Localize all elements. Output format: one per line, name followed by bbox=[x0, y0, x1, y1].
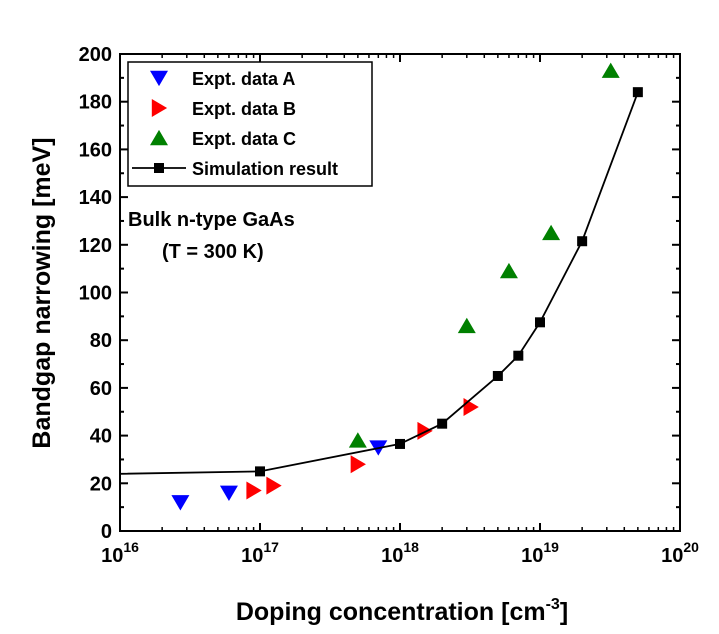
x-tick-label: 1016 bbox=[101, 539, 139, 567]
legend-marker bbox=[150, 129, 168, 146]
data-point bbox=[542, 224, 561, 241]
data-point bbox=[601, 62, 620, 78]
annotation-line-1: Bulk n-type GaAs bbox=[128, 209, 295, 231]
y-tick-label: 100 bbox=[79, 283, 112, 305]
x-axis-title: Doping concentration [cm-3] bbox=[236, 596, 568, 626]
y-tick-label: 200 bbox=[79, 44, 112, 66]
x-tick-exp: 18 bbox=[403, 539, 419, 555]
x-tick-label: 1018 bbox=[381, 539, 419, 567]
legend-item: Simulation result bbox=[132, 159, 338, 179]
y-tick-label: 60 bbox=[90, 378, 112, 400]
x-tick-exp: 20 bbox=[683, 539, 699, 555]
legend-marker bbox=[154, 163, 164, 173]
x-axis-title-end: ] bbox=[560, 598, 568, 626]
legend: Expt. data A Expt. data B Expt. data C Simu… bbox=[127, 61, 373, 187]
data-point bbox=[348, 432, 367, 448]
data-point bbox=[246, 481, 262, 500]
x-tick-base: 10 bbox=[101, 545, 123, 567]
x-tick-base: 10 bbox=[241, 545, 263, 567]
y-axis-title: Bandgap narrowing [meV] bbox=[28, 137, 56, 448]
legend-item: Expt. data C bbox=[150, 129, 296, 149]
data-point bbox=[417, 421, 433, 440]
legend-label: Simulation result bbox=[192, 159, 338, 179]
x-tick-label: 1020 bbox=[661, 539, 699, 567]
data-point bbox=[350, 455, 366, 474]
x-axis-title-main: Doping concentration [cm bbox=[236, 598, 546, 626]
data-point bbox=[463, 397, 479, 416]
series-1 bbox=[246, 397, 479, 500]
x-tick-base: 10 bbox=[521, 545, 543, 567]
x-tick-base: 10 bbox=[661, 545, 683, 567]
data-point bbox=[171, 495, 190, 511]
data-point bbox=[492, 370, 503, 381]
data-point bbox=[513, 350, 524, 361]
y-tick-label: 160 bbox=[79, 139, 112, 161]
legend-item: Expt. data A bbox=[150, 69, 295, 89]
annotation-line-2: (T = 300 K) bbox=[162, 241, 264, 263]
data-point bbox=[499, 262, 518, 279]
data-point bbox=[219, 485, 238, 501]
legend-marker bbox=[150, 70, 168, 87]
data-point bbox=[395, 438, 405, 449]
annotations: Bulk n-type GaAs (T = 300 K) bbox=[128, 209, 295, 263]
x-tick-exp: 16 bbox=[123, 539, 139, 555]
data-point bbox=[255, 466, 265, 477]
series-2 bbox=[348, 62, 620, 448]
y-tick-label: 0 bbox=[101, 521, 112, 543]
data-point bbox=[632, 87, 643, 98]
x-axis-title-sup: -3 bbox=[546, 596, 560, 613]
data-point bbox=[266, 476, 282, 495]
data-point bbox=[535, 317, 545, 328]
legend-marker bbox=[151, 99, 168, 117]
y-tick-label: 120 bbox=[79, 235, 112, 257]
y-tick-label: 180 bbox=[79, 92, 112, 114]
legend-label: Expt. data B bbox=[192, 99, 296, 119]
x-tick-exp: 19 bbox=[543, 539, 559, 555]
y-tick-label: 20 bbox=[90, 473, 112, 495]
x-tick-base: 10 bbox=[381, 545, 403, 567]
legend-box bbox=[127, 61, 373, 187]
x-tick-label: 1019 bbox=[521, 539, 559, 567]
series-0 bbox=[171, 440, 388, 511]
y-tick-label: 140 bbox=[79, 187, 112, 209]
legend-label: Expt. data A bbox=[192, 69, 295, 89]
data-point bbox=[437, 418, 448, 429]
legend-label: Expt. data C bbox=[192, 129, 296, 149]
legend-item: Expt. data B bbox=[151, 99, 296, 119]
x-tick-label: 1017 bbox=[241, 539, 279, 567]
y-tick-label: 40 bbox=[90, 426, 112, 448]
data-point bbox=[457, 317, 476, 334]
x-tick-exp: 17 bbox=[263, 539, 279, 555]
y-tick-label: 80 bbox=[90, 330, 112, 352]
data-point bbox=[577, 236, 588, 247]
series-3 bbox=[119, 87, 643, 477]
series-layer bbox=[119, 62, 643, 511]
